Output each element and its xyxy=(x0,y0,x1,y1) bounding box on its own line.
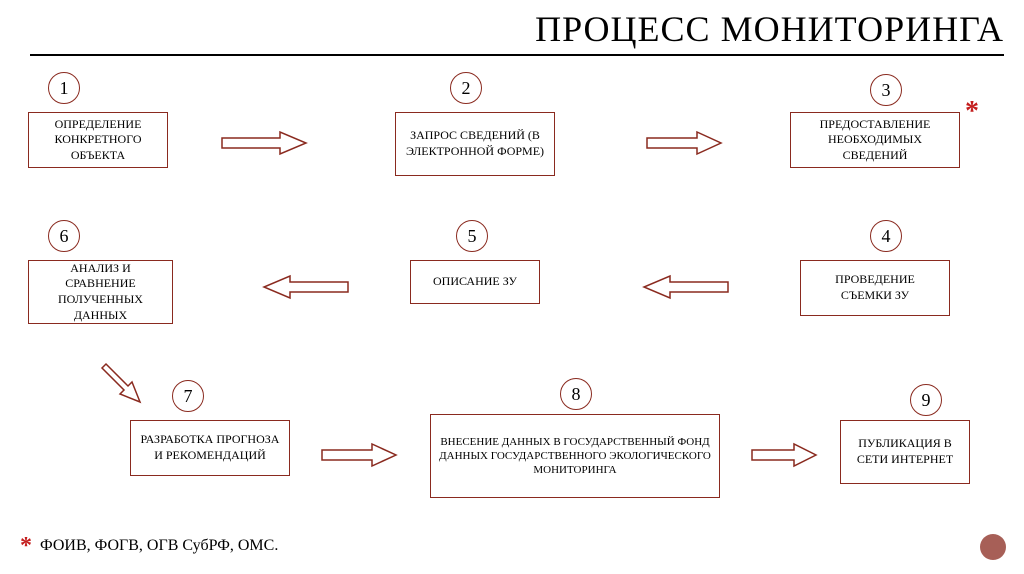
footnote-text: ФОИВ, ФОГВ, ОГВ СубРФ, ОМС. xyxy=(40,537,278,555)
step-3-box: ПРЕДОСТАВЛЕНИЕ НЕОБХОДИМЫХ СВЕДЕНИЙ xyxy=(790,112,960,168)
step-5-number: 5 xyxy=(456,220,488,252)
slide-title: ПРОЦЕСС МОНИТОРИНГА xyxy=(535,8,1004,50)
step-1-number: 1 xyxy=(48,72,80,104)
step-8-number: 8 xyxy=(560,378,592,410)
step-7-box: РАЗРАБОТКА ПРОГНОЗА И РЕКОМЕНДАЦИЙ xyxy=(130,420,290,476)
step-9-box: ПУБЛИКАЦИЯ В СЕТИ ИНТЕРНЕТ xyxy=(840,420,970,484)
title-underline xyxy=(30,54,1004,56)
step-3-number: 3 xyxy=(870,74,902,106)
step-4-box: ПРОВЕДЕНИЕ СЪЕМКИ ЗУ xyxy=(800,260,950,316)
arrow-2-3 xyxy=(645,128,725,158)
step-7-number: 7 xyxy=(172,380,204,412)
footnote-asterisk-icon: * xyxy=(20,534,32,558)
footnote: * ФОИВ, ФОГВ, ОГВ СубРФ, ОМС. xyxy=(20,534,278,558)
step-4-number: 4 xyxy=(870,220,902,252)
arrow-4-5 xyxy=(640,272,730,302)
arrow-1-2 xyxy=(220,128,310,158)
step-8-box: ВНЕСЕНИЕ ДАННЫХ В ГОСУДАРСТВЕННЫЙ ФОНД Д… xyxy=(430,414,720,498)
step-5-box: ОПИСАНИЕ ЗУ xyxy=(410,260,540,304)
arrow-6-7 xyxy=(100,358,150,408)
asterisk-mark: * xyxy=(965,96,979,128)
step-9-number: 9 xyxy=(910,384,942,416)
step-2-number: 2 xyxy=(450,72,482,104)
slide-number-badge xyxy=(980,534,1006,560)
step-6-number: 6 xyxy=(48,220,80,252)
arrow-5-6 xyxy=(260,272,350,302)
step-2-box: ЗАПРОС СВЕДЕНИЙ (В ЭЛЕКТРОННОЙ ФОРМЕ) xyxy=(395,112,555,176)
arrow-8-9 xyxy=(750,440,820,470)
step-1-box: ОПРЕДЕЛЕНИЕ КОНКРЕТНОГО ОБЪЕКТА xyxy=(28,112,168,168)
step-6-box: АНАЛИЗ И СРАВНЕНИЕ ПОЛУЧЕННЫХ ДАННЫХ xyxy=(28,260,173,324)
arrow-7-8 xyxy=(320,440,400,470)
